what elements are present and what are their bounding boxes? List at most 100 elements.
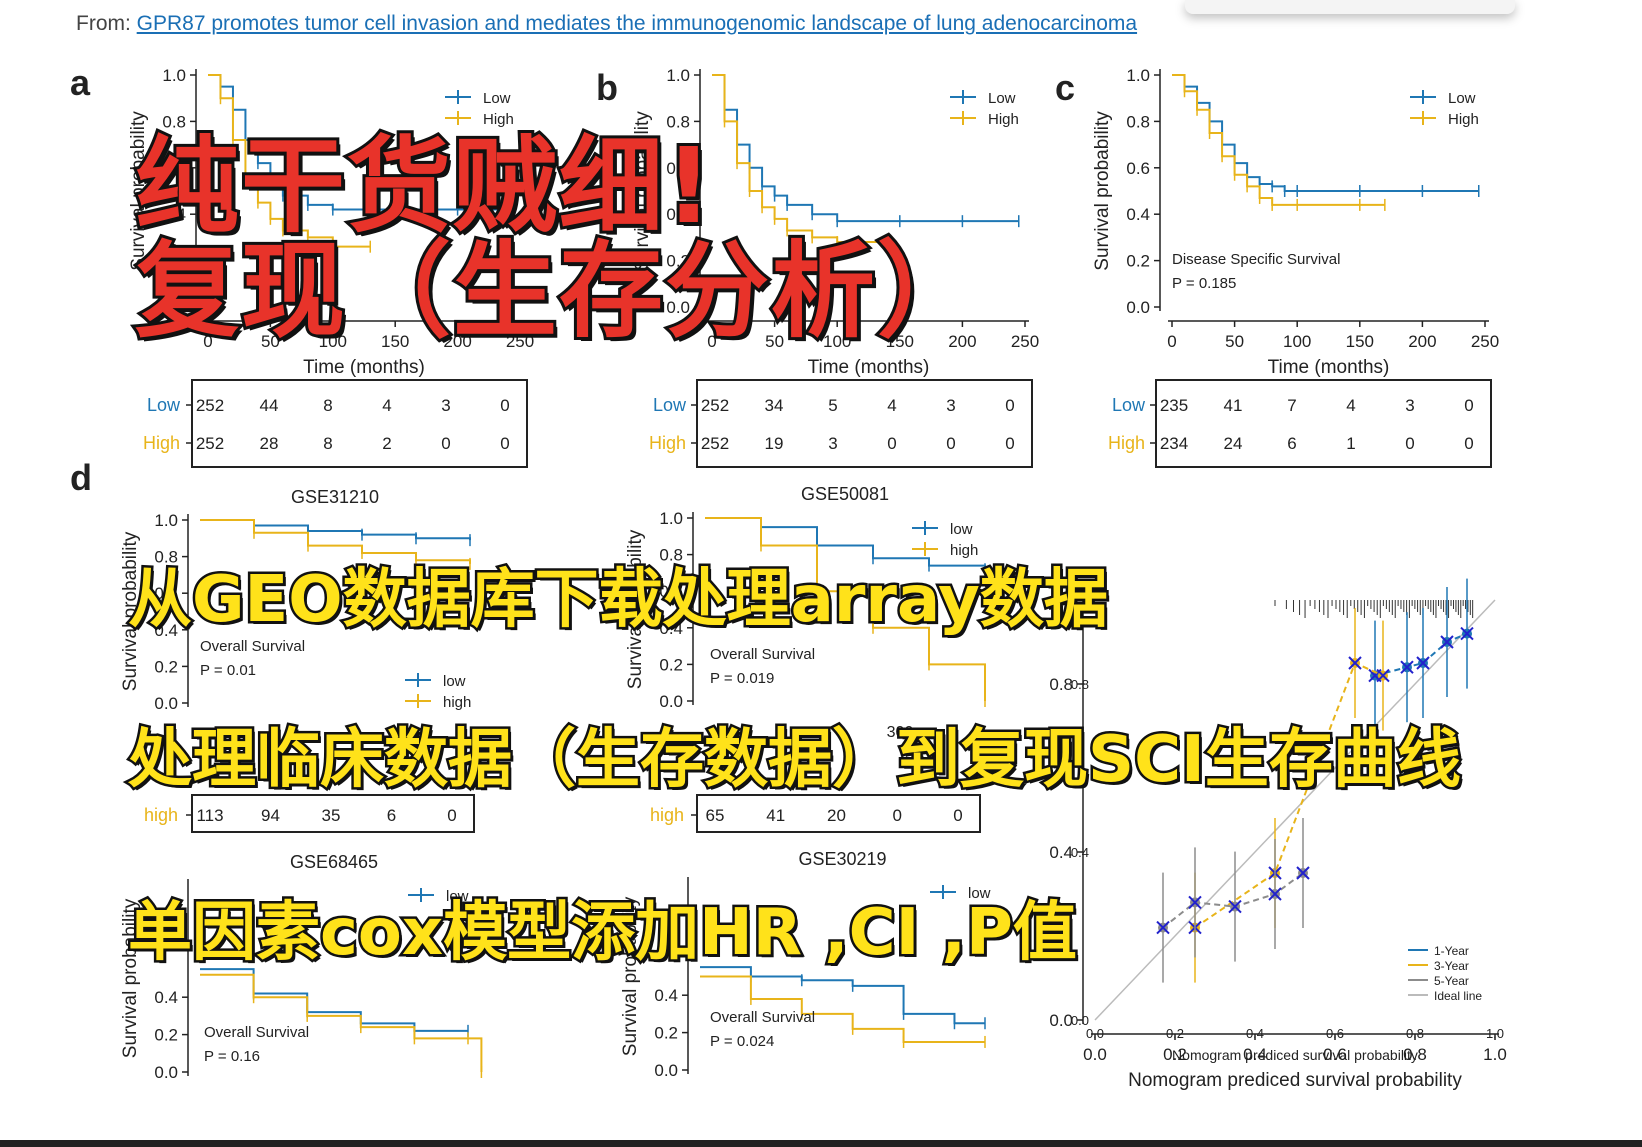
x-tick-label: 1.0 [1483,1045,1507,1064]
risk-table-cell: 0 [500,434,509,453]
survival-type-annotation: Overall Survival [204,1024,309,1041]
x-tick-label: 0.8 [1406,1026,1424,1041]
risk-table-cell: 7 [1287,396,1296,415]
risk-table-cell: 94 [261,806,280,825]
x-marker [1440,635,1454,649]
y-tick-label: 0.2 [1126,252,1150,271]
risk-table-cell: 4 [382,396,391,415]
y-tick-label: 0.6 [162,159,186,178]
y-tick-label: 0.4 [1071,845,1089,860]
risk-table-box [1155,379,1492,468]
risk-table-cell: 0 [500,396,509,415]
x-axis-label: Nomogram prediced survival probability [1172,1047,1418,1063]
chart-panel-8 [1077,578,1499,1040]
legend-label: high [443,694,471,711]
chart-panel-6 [182,879,483,1078]
y-tick-label: 0.6 [1126,159,1150,178]
risk-table-cell: 0 [887,434,896,453]
y-tick-label: 0.6 [659,582,683,601]
panel-title: GSE50081 [801,484,889,504]
risk-table-cell: 0 [893,806,902,825]
x-tick-label: 200 [948,332,976,351]
y-axis-label: Survival probability [625,529,646,689]
risk-table-box [191,794,475,833]
y-tick-label: 0.8 [659,546,683,565]
risk-table-cell: 5 [828,396,837,415]
x-tick-label: 0.4 [1246,1026,1264,1041]
y-tick-label: 0.8 [154,548,178,567]
survival-curve-low [200,968,468,1032]
y-tick-label: 0.4 [1126,205,1150,224]
y-tick-label: 1.0 [154,511,178,530]
risk-table-cell: 0 [946,434,955,453]
survival-curve-low [208,74,514,211]
x-tick-label: 0.0 [1086,1026,1104,1041]
risk-table-cell: 19 [765,434,784,453]
risk-table-cell: 8 [323,434,332,453]
y-tick-label: 0.2 [162,252,186,271]
risk-table-cell: 35 [322,806,341,825]
panel-title: GSE68465 [290,852,378,872]
survival-type-annotation: Disease Specific Survival [1172,251,1340,268]
x-marker [1296,866,1310,880]
y-tick-label: 0.4 [154,621,178,640]
risk-table-cell: 234 [1160,434,1188,453]
y-axis-label: Survival probability [128,111,149,271]
risk-table-cell: 41 [766,806,785,825]
y-tick-label: 0.8 [1049,675,1073,694]
x-tick-label: 150 [381,332,409,351]
risk-table-cell: 0 [953,806,962,825]
risk-table-cell: 3 [946,396,955,415]
x-marker [1348,656,1362,670]
y-tick-label: 0.4 [162,205,186,224]
y-tick-label: 0.2 [654,1024,678,1043]
y-tick-label: 0.2 [154,657,178,676]
y-tick-label: 1.0 [659,509,683,528]
y-tick-label: 0.8 [1071,677,1089,692]
x-tick-label: 150 [886,332,914,351]
x-tick-label: 0.4 [1243,1045,1267,1064]
y-tick-label: 0.0 [162,298,186,317]
panel-letter: b [596,67,618,108]
p-value-annotation: P = 0.01 [200,662,256,679]
risk-table-cell: 0 [1464,396,1473,415]
risk-table-cell: 0 [1005,434,1014,453]
y-axis-label: Survival probability [620,896,641,1056]
survival-curve-low [705,517,986,570]
x-marker [1188,895,1202,910]
x-tick-label: 1.0 [1486,1026,1504,1041]
x-marker [1400,660,1414,674]
legend-label: High [988,111,1019,128]
risk-table-row-label: high [650,805,684,825]
y-tick-label: 0.2 [659,655,683,674]
risk-table-row-label: high [144,805,178,825]
survival-curve-high [705,517,986,701]
risk-table-cell: 0 [447,806,456,825]
calibration-line-1-Year [1374,632,1468,677]
panel-letter: a [70,62,91,103]
risk-table-cell: 2 [382,434,391,453]
panel-letter: d [70,457,92,498]
x-tick-label: 0 [707,332,716,351]
risk-table-cell: 252 [701,396,729,415]
source-article-link[interactable]: GPR87 promotes tumor cell invasion and m… [136,12,1138,35]
risk-table-cell: 0 [1464,434,1473,453]
risk-table-cell: 3 [441,396,450,415]
risk-table-cell: 4 [1346,396,1355,415]
p-value-annotation: P = 0.024 [710,1033,774,1050]
survival-type-annotation: Overall Survival [200,638,305,655]
x-axis-label: Nomogram prediced survival probability [1128,1070,1462,1091]
x-tick-label: 250 [1011,332,1039,351]
panel-title: GSE31210 [291,487,379,507]
survival-curve-high [200,519,471,564]
legend-label: Low [483,90,511,107]
risk-table-cell: 113 [196,806,223,825]
y-tick-label: 0.4 [154,988,178,1007]
legend-label: 3-Year [1434,959,1469,973]
y-tick-label: 0.4 [654,986,678,1005]
chart-panel-2 [691,69,1033,468]
x-tick-label: 0 [1167,332,1176,351]
panel-letter: c [1055,67,1075,108]
y-tick-label: 0.8 [666,112,690,131]
risk-table-cell: 0 [1405,434,1414,453]
